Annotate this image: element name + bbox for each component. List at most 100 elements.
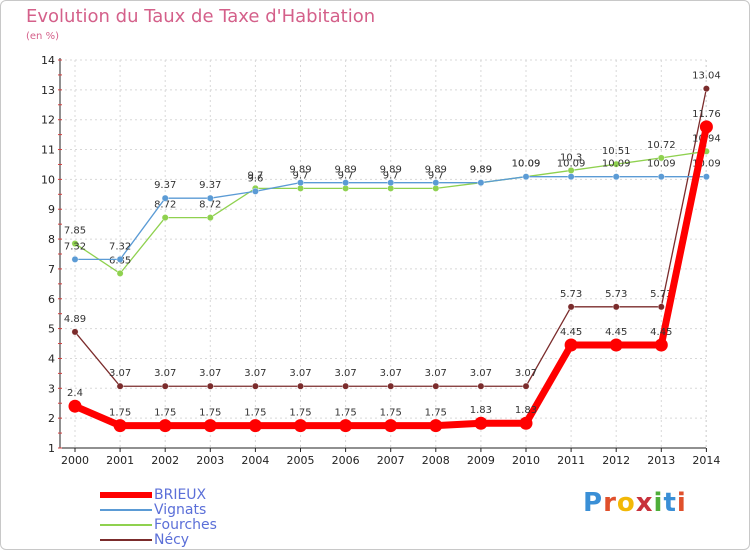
legend-swatch-vignats — [100, 509, 152, 511]
y-tick-label: 12 — [41, 114, 55, 127]
data-label: 9.7 — [338, 170, 354, 181]
data-label: 9.7 — [383, 170, 399, 181]
data-point — [657, 173, 665, 181]
data-label: 11.76 — [692, 109, 721, 120]
data-label: 2.4 — [67, 388, 83, 399]
data-label: 1.75 — [109, 408, 131, 419]
data-label: 3.07 — [334, 368, 356, 379]
data-point — [161, 194, 169, 202]
data-point — [342, 179, 349, 187]
logo-letter: t — [663, 488, 677, 518]
series-fourches: 7.856.858.728.729.79.79.79.79.79.8910.09… — [64, 133, 721, 277]
data-point — [68, 399, 82, 413]
data-label: 3.07 — [380, 368, 402, 379]
data-point — [474, 416, 488, 430]
series-brieux: 2.4 1.75 1.75 1.75 1.75 1.75 1.75 1.75 1.75 1.83 1… — [67, 109, 721, 433]
data-point — [703, 85, 710, 93]
data-label: 9.89 — [470, 165, 492, 176]
data-point — [251, 382, 259, 390]
grid-group — [58, 58, 707, 449]
data-label: 9.89 — [289, 165, 311, 176]
data-point — [297, 179, 304, 187]
data-label: 7.32 — [64, 241, 86, 252]
data-point — [612, 173, 620, 181]
y-tick-label: 5 — [48, 323, 55, 336]
data-label: 9.7 — [247, 170, 263, 181]
x-tick-label: 2004 — [241, 454, 269, 467]
data-label: 3.07 — [109, 368, 131, 379]
data-point — [609, 338, 623, 352]
data-label: 10.09 — [512, 159, 541, 170]
data-label: 5.73 — [560, 289, 582, 300]
data-label: 4.89 — [64, 314, 86, 325]
data-label: 10.09 — [512, 159, 541, 170]
data-point — [116, 255, 124, 263]
data-label: 10.72 — [647, 140, 676, 151]
data-point — [161, 214, 169, 221]
data-point — [477, 382, 485, 390]
data-label: 10.3 — [560, 152, 582, 163]
proxiti-logo: Proxiti — [583, 488, 687, 518]
data-label: 3.07 — [244, 368, 266, 379]
y-tick-label: 14 — [41, 54, 55, 67]
data-point — [522, 173, 530, 181]
data-point — [657, 154, 665, 162]
x-tick-label: 2012 — [602, 454, 630, 467]
data-label: 4.45 — [650, 327, 672, 338]
data-label: 8.72 — [199, 200, 221, 211]
x-tick-label: 2010 — [512, 454, 540, 467]
series-vignats: 7.32 7.32 9.37 9.37 9.6 9.89 9.89 9.89 9.89 9.89 1… — [64, 159, 721, 263]
y-tick-label: 11 — [41, 144, 55, 157]
data-point — [564, 338, 578, 352]
legend-label: Fourches — [154, 517, 217, 533]
legend-swatch-necy — [100, 539, 152, 541]
y-tick-label: 9 — [48, 203, 55, 216]
x-tick-label: 2007 — [377, 454, 405, 467]
data-label: 1.75 — [334, 408, 356, 419]
data-label: 4.45 — [605, 327, 627, 338]
legend-label: Nécy — [154, 532, 190, 548]
data-point — [699, 120, 713, 134]
x-tick-label: 2014 — [692, 454, 720, 467]
data-label: 9.7 — [293, 170, 309, 181]
y-tick-label: 2 — [48, 412, 55, 425]
data-label: 7.85 — [64, 226, 86, 237]
data-point — [703, 173, 710, 181]
data-label: 9.7 — [428, 170, 444, 181]
data-point — [206, 214, 214, 221]
data-point — [342, 184, 349, 192]
data-point — [294, 419, 307, 433]
data-label: 3.07 — [470, 368, 492, 379]
legend-label: BRIEUX — [154, 487, 207, 503]
data-point — [567, 173, 575, 181]
data-label: 1.75 — [199, 408, 221, 419]
x-tick-label: 2005 — [287, 454, 315, 467]
data-label: 1.75 — [289, 408, 311, 419]
data-label: 10.09 — [647, 159, 676, 170]
x-tick-label: 2008 — [422, 454, 450, 467]
data-point — [297, 184, 304, 192]
x-tick-label: 2009 — [467, 454, 495, 467]
data-label: 9.89 — [380, 165, 402, 176]
data-label: 3.07 — [154, 368, 176, 379]
y-tick-label: 8 — [48, 233, 55, 246]
data-label: 3.07 — [515, 368, 537, 379]
data-label: 1.83 — [515, 405, 537, 416]
data-point — [206, 382, 214, 390]
data-label: 8.72 — [154, 200, 176, 211]
logo-letter: i — [653, 488, 664, 518]
data-point — [161, 382, 169, 390]
data-point — [387, 382, 395, 390]
data-point — [113, 419, 127, 433]
legend-swatch-brieux — [100, 492, 152, 498]
data-label: 4.45 — [560, 327, 582, 338]
data-label: 10.51 — [602, 146, 631, 157]
data-point — [387, 184, 395, 192]
data-label: 1.75 — [154, 408, 176, 419]
data-label: 13.04 — [692, 71, 721, 82]
data-point — [654, 338, 668, 352]
data-point — [342, 382, 349, 390]
data-label: 5.73 — [650, 289, 672, 300]
data-label: 1.75 — [425, 408, 447, 419]
y-tick-label: 6 — [48, 293, 55, 306]
